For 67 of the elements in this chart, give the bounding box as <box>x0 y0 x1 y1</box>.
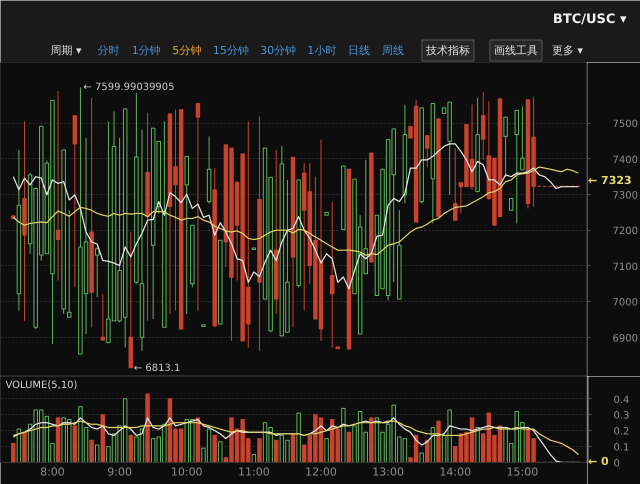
line-series <box>12 143 579 290</box>
bar <box>145 394 150 462</box>
bar <box>72 425 78 462</box>
y-tick-label: 6900 <box>612 333 638 344</box>
candlestick <box>520 106 525 170</box>
bar <box>274 440 278 462</box>
candlestick <box>330 201 334 348</box>
bar <box>56 417 60 462</box>
bar <box>100 414 106 462</box>
line-series <box>12 420 579 456</box>
y-tick-label: 0.1 <box>614 442 630 454</box>
x-tick-label: 13:00 <box>372 466 404 478</box>
y-tick-label: 7400 <box>612 154 638 166</box>
y-tick-label: 7000 <box>612 298 638 309</box>
x-tick-label: 9:00 <box>107 466 132 478</box>
y-tick-label: 7500 <box>612 119 638 130</box>
x-tick-label: 12:00 <box>305 466 337 478</box>
text: 5分钟 <box>172 44 202 57</box>
candlestick <box>100 293 106 342</box>
text: 周期 ▾ <box>50 44 82 57</box>
text: 分时 <box>98 44 120 57</box>
y-tick-label: 7100 <box>612 262 638 273</box>
bar <box>257 438 262 462</box>
text: BTC/USC ▾ <box>552 12 627 27</box>
x-tick-label: 10:00 <box>170 466 203 478</box>
x-tick-label: 14:00 <box>439 466 472 478</box>
chart-title: VOLUME(5,10) <box>6 380 78 391</box>
text: ← 0 <box>588 455 609 469</box>
candlestick <box>508 198 514 211</box>
candlestick <box>67 210 72 318</box>
y-tick-label: 0.2 <box>614 426 630 438</box>
candlestick <box>480 92 486 160</box>
candlestick <box>196 103 200 311</box>
x-tick-label: 15:00 <box>506 466 538 478</box>
text: 1小时 <box>307 44 336 57</box>
y-tick-label: 7200 <box>612 226 638 238</box>
bar <box>346 432 352 462</box>
bar <box>89 440 94 462</box>
y-tick-label: 7300 <box>612 190 638 202</box>
candlestick <box>425 135 430 168</box>
y-tick-label: 0.3 <box>614 410 630 422</box>
bar <box>436 420 441 462</box>
candlestick <box>453 148 458 221</box>
text: 更多 ▾ <box>552 44 584 57</box>
text: 技术指标 <box>424 44 470 57</box>
x-tick-label: 11:00 <box>238 466 270 478</box>
text: 日线 <box>348 44 370 57</box>
text: ← 7323 <box>588 174 632 188</box>
x-tick-label: 8:00 <box>40 466 65 478</box>
candlestick <box>56 90 60 282</box>
bar <box>369 417 374 462</box>
text: 30分钟 <box>260 44 296 57</box>
bar <box>196 417 200 462</box>
bar <box>11 442 16 462</box>
candlestick <box>503 116 508 178</box>
text: 15分钟 <box>212 44 249 57</box>
bar <box>212 434 217 462</box>
annotation: ← 6813.1 <box>134 362 180 374</box>
text: 画线工具 <box>494 44 538 57</box>
annotation: ← 7599.99039905 <box>83 82 175 93</box>
text: 1分钟 <box>132 44 161 57</box>
y-tick-label: 0 <box>614 458 620 470</box>
y-tick-label: 0.4 <box>614 394 630 406</box>
text: 周线 <box>382 44 404 57</box>
bar <box>128 434 134 462</box>
bar <box>425 440 430 462</box>
line-series <box>12 166 579 256</box>
